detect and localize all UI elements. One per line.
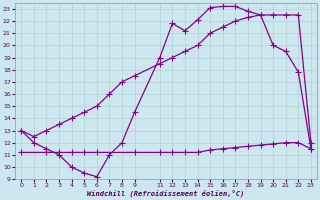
X-axis label: Windchill (Refroidissement éolien,°C): Windchill (Refroidissement éolien,°C) xyxy=(87,190,245,197)
